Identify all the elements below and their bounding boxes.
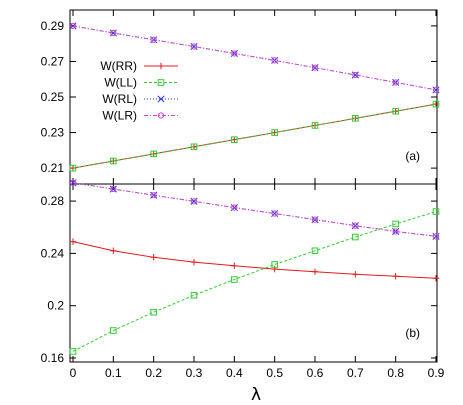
- data-point: [190, 258, 198, 266]
- data-point: [190, 43, 198, 50]
- y-tick-label: 0.24: [41, 246, 65, 260]
- data-point: [231, 136, 238, 143]
- data-point: [150, 150, 157, 158]
- data-point: [69, 22, 77, 29]
- plot-frame: [69, 183, 438, 363]
- x-tick-label: 0.7: [347, 366, 364, 380]
- x-tick-label: 0: [70, 366, 77, 380]
- data-point: [392, 220, 399, 228]
- panel-label: (a): [405, 149, 420, 163]
- data-point: [150, 192, 157, 199]
- legend-label: W(LR): [102, 109, 137, 123]
- data-point: [432, 86, 440, 93]
- data-point: [311, 122, 319, 129]
- data-point: [69, 238, 77, 245]
- y-tick-label: 0.25: [41, 90, 65, 104]
- series-line: [72, 241, 437, 279]
- data-point: [392, 228, 399, 235]
- data-point: [311, 64, 319, 71]
- series-line: [72, 182, 437, 237]
- y-tick-label: 0.2: [47, 299, 64, 313]
- data-point: [271, 210, 278, 217]
- data-point: [69, 179, 77, 186]
- y-tick-label: 0.23: [41, 126, 65, 140]
- data-point: [231, 50, 238, 57]
- data-point: [392, 79, 399, 86]
- data-point: [110, 247, 117, 254]
- data-point: [392, 107, 399, 115]
- y-tick-label: 0.29: [41, 19, 65, 33]
- data-point: [432, 208, 440, 215]
- data-point: [110, 157, 117, 165]
- legend-marker: [157, 62, 165, 70]
- x-tick-label: 0.3: [186, 366, 203, 380]
- data-point: [311, 268, 319, 275]
- x-axis-label: λ: [251, 385, 261, 405]
- data-point: [311, 216, 319, 223]
- data-point: [432, 275, 440, 282]
- series-line: [72, 25, 437, 91]
- x-tick-label: 0.5: [266, 366, 283, 380]
- data-point: [150, 36, 157, 43]
- y-tick-label: 0.27: [41, 54, 65, 68]
- legend: W(RR) W(LL) W(RL) W(LR): [100, 59, 178, 123]
- data-point: [150, 308, 157, 316]
- legend-label: W(RR): [100, 59, 137, 73]
- series-line: [72, 103, 437, 169]
- series-line: [72, 211, 437, 352]
- x-tick-label: 0.4: [226, 366, 243, 380]
- data-point: [392, 273, 399, 280]
- data-point: [271, 129, 278, 136]
- data-point: [110, 185, 117, 193]
- data-point: [271, 261, 278, 268]
- panel-b: 0.16 0.2 0.24 0.28 0 0.1 0.2 0.3 0.4 0.5 0.6 0.7 0.8…: [41, 179, 445, 380]
- x-tick-label: 0.8: [387, 366, 404, 380]
- panel-a: 0.210.230.250.270.29(a)W(RR)W(LL)W(RL)W(…: [41, 9, 440, 185]
- data-point: [231, 204, 238, 211]
- x-tick-label: 0.1: [105, 366, 122, 380]
- legend-marker: [157, 79, 165, 86]
- y-tick-label: 0.16: [41, 351, 65, 365]
- data-point: [352, 115, 359, 122]
- data-point: [190, 143, 198, 151]
- data-point: [231, 262, 238, 270]
- data-point: [69, 164, 77, 172]
- y-tick-label: 0.28: [41, 194, 65, 208]
- x-tick-label: 0.9: [428, 366, 445, 380]
- data-point: [69, 348, 77, 355]
- y-tick-label: 0.21: [41, 161, 65, 175]
- data-point: [150, 254, 157, 261]
- data-point: [352, 233, 359, 241]
- legend-label: W(RL): [102, 92, 137, 106]
- series-wlr: [69, 22, 440, 93]
- data-point: [271, 57, 278, 64]
- x-tick-label: 0.2: [145, 366, 162, 380]
- legend-marker: [157, 95, 165, 103]
- data-point: [110, 29, 117, 37]
- data-point: [352, 222, 359, 229]
- series-wll: [69, 208, 440, 355]
- data-point: [352, 71, 359, 79]
- data-point: [352, 271, 359, 278]
- series-wll: [69, 100, 440, 172]
- legend-marker: [157, 112, 165, 119]
- x-tick-label: 0.6: [307, 366, 324, 380]
- data-point: [432, 100, 440, 108]
- legend-label: W(LL): [104, 76, 137, 90]
- data-point: [311, 247, 319, 255]
- panel-label: (b): [405, 326, 420, 340]
- data-point: [190, 198, 198, 205]
- data-point: [231, 276, 238, 283]
- data-point: [110, 327, 117, 334]
- series-wrr: [69, 238, 440, 282]
- series-wrl: [69, 179, 440, 240]
- data-point: [432, 233, 440, 240]
- data-point: [190, 291, 198, 299]
- series-wlr: [69, 179, 440, 240]
